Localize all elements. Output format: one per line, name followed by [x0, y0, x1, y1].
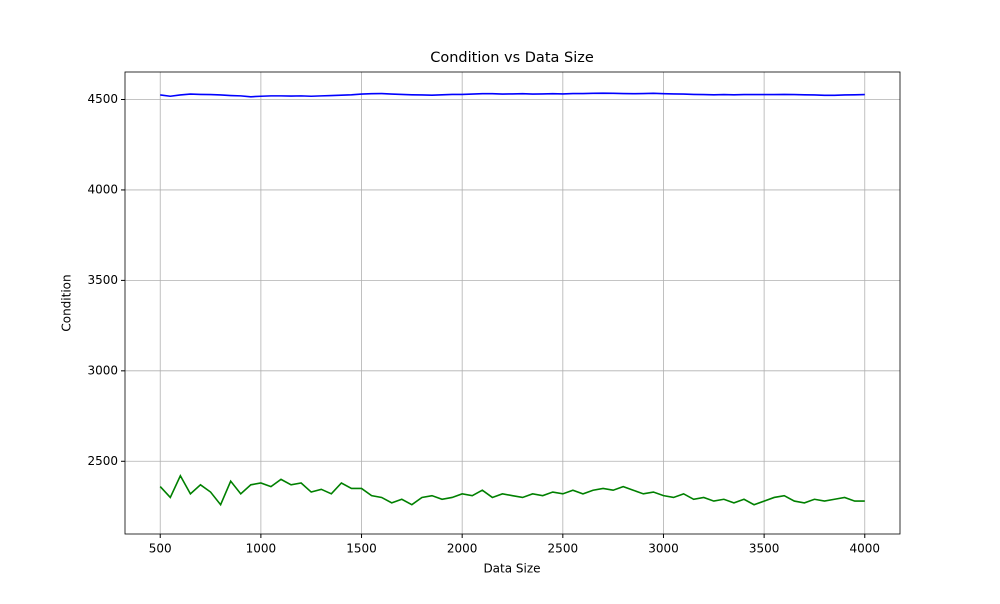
x-axis-label: Data Size [483, 562, 540, 576]
x-tick-label: 2000 [447, 542, 478, 556]
y-tick-label: 3500 [87, 273, 118, 287]
y-tick-label: 4500 [87, 92, 118, 106]
line-series [160, 92, 865, 98]
x-tick-label: 500 [149, 542, 172, 556]
line-series [159, 473, 865, 507]
y-tick-label: 4000 [87, 182, 118, 196]
x-tick-label: 3500 [749, 542, 780, 556]
x-tick-label: 1500 [346, 542, 377, 556]
y-tick-label: 3000 [87, 363, 118, 377]
plot-frame [124, 71, 901, 535]
chart-title: Condition vs Data Size [430, 50, 594, 66]
x-tick-label: 3000 [648, 542, 679, 556]
y-axis-label: Condition [60, 274, 74, 331]
x-tick-label: 2500 [548, 542, 579, 556]
x-tick-label: 4000 [849, 542, 880, 556]
x-tick-label: 1000 [246, 542, 277, 556]
y-tick-label: 2500 [87, 454, 118, 468]
